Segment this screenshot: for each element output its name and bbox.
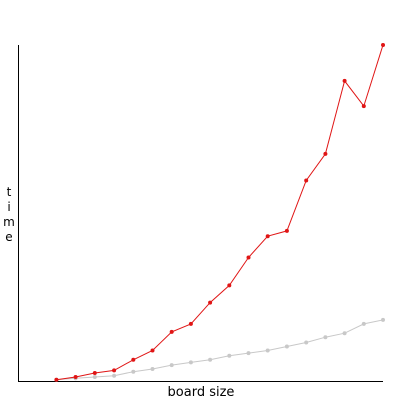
series-2-point-3 [92,375,97,379]
series-2-point-11 [246,351,251,356]
series-layer [54,43,385,382]
x-axis-label: board size [168,385,235,400]
series-2-line [56,319,384,381]
series-2-point-5 [131,369,136,374]
series-1-line [56,44,384,381]
series-1-point-2 [73,375,78,379]
series-2-point-12 [265,348,270,353]
series-1-point-17 [361,104,366,109]
series-1-point-6 [150,348,155,353]
series-2-point-4 [112,373,117,378]
series-1-point-4 [112,368,117,373]
series-1-point-5 [131,357,136,362]
series-1-point-18 [381,43,385,47]
series-1-point-8 [188,321,193,326]
series-2-point-6 [150,367,155,371]
series-1-point-12 [265,234,270,239]
series-2-point-7 [169,363,174,368]
series-2-point-14 [304,340,309,345]
series-1-point-1 [54,377,59,382]
series-2-point-10 [227,353,232,358]
series-2-point-17 [361,321,366,326]
series-2-point-16 [342,331,347,336]
series-1-point-7 [169,329,174,334]
series-2-point-8 [188,360,193,365]
series-1-point-13 [284,228,289,233]
series-2-point-9 [208,357,213,362]
series-2-point-13 [284,344,289,349]
series-1-point-14 [304,178,309,183]
series-1-point-3 [92,371,97,375]
series-1-point-10 [227,283,232,288]
series-1-point-11 [246,255,251,260]
series-2-point-15 [323,335,328,340]
series-1-point-16 [342,78,347,83]
series-1-point-9 [208,300,213,305]
series-1-point-15 [323,151,328,156]
series-2-point-18 [381,317,385,322]
